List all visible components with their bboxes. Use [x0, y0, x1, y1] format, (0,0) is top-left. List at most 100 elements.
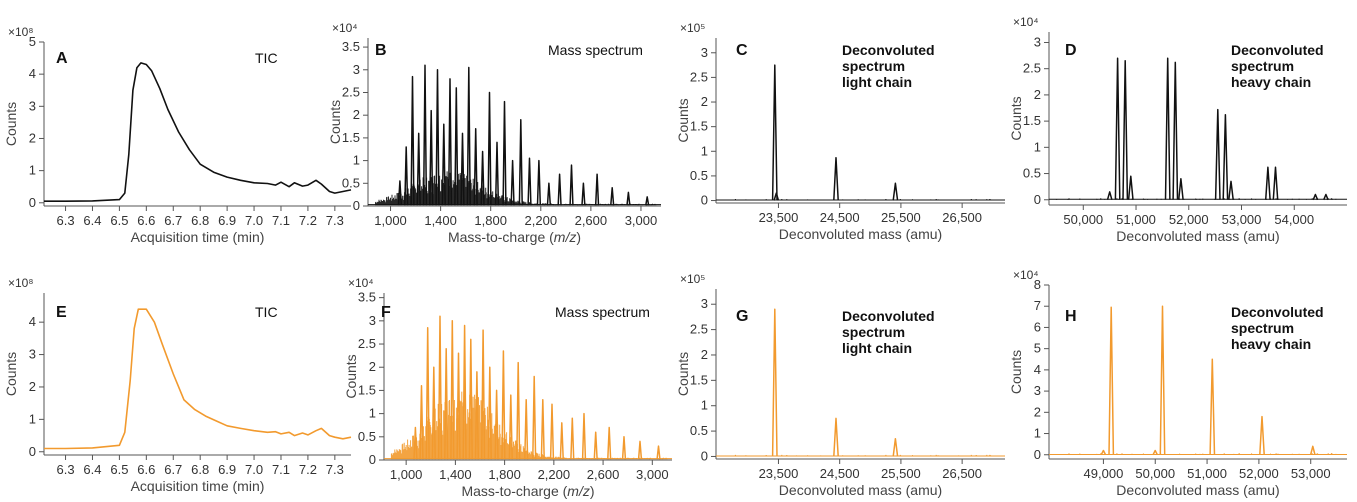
y-tick-label: 0.5 — [342, 175, 360, 190]
panel-f: 0 0.5 1 1.5 2 2.5 3 3.5 1,000 1,400 1,800 2,200 2,60… — [343, 276, 672, 499]
peak — [425, 327, 430, 460]
peak — [1272, 166, 1279, 200]
y-tick-label: 1 — [353, 153, 360, 168]
y-tick-label: 4 — [29, 314, 36, 329]
y-tick-label: 4 — [1034, 362, 1041, 377]
peak — [410, 75, 415, 206]
x-tick-label: 25,500 — [881, 210, 921, 225]
peak — [524, 398, 529, 460]
peak — [532, 375, 537, 460]
y-tick-label: 1.5 — [1023, 113, 1041, 128]
peak — [518, 118, 523, 206]
peak — [833, 156, 839, 201]
x-tick-label: 6.8 — [191, 213, 209, 228]
panel-h: 0 1 2 3 4 5 6 7 8 49,000 50,000 51,000 52,000 53,000 ×… — [1008, 268, 1347, 498]
peak — [429, 109, 434, 206]
peak — [501, 350, 506, 460]
panel-title: TIC — [255, 50, 278, 66]
y-tick-label: 1.5 — [690, 119, 708, 134]
x-tick-label: 6.3 — [57, 462, 75, 477]
y-tick-label: 5 — [29, 34, 36, 49]
x-tick-label: 53,000 — [1291, 466, 1331, 481]
panel-letter: G — [736, 308, 748, 325]
peak — [557, 173, 562, 206]
peak — [460, 132, 465, 206]
peak — [435, 69, 440, 206]
peak — [771, 308, 778, 457]
peak — [502, 100, 507, 206]
y-tick-label: 1 — [29, 411, 36, 426]
x-tick-label: 1,400 — [424, 213, 457, 228]
y-tick-label: 3 — [1034, 383, 1041, 398]
peak — [645, 196, 650, 206]
y-tick-label: 2 — [29, 379, 36, 394]
panel-d: 0 0.5 1 1.5 2 2.5 3 50,000 51,000 52,000 53,000 54,… — [1008, 15, 1347, 244]
y-multiplier: ×10⁸ — [8, 276, 33, 290]
panel-letter: C — [736, 42, 748, 59]
panel-title: TIC — [255, 304, 278, 320]
peak — [892, 437, 899, 457]
peak — [1122, 60, 1129, 200]
y-tick-label: 2.5 — [690, 69, 708, 84]
noise-trace — [722, 454, 995, 457]
y-tick-label: 0 — [369, 452, 376, 467]
peak — [1108, 306, 1115, 455]
y-tick-label: 0.5 — [690, 168, 708, 183]
x-tick-label: 2,200 — [525, 213, 558, 228]
peak — [1323, 193, 1329, 201]
y-tick-label: 4 — [29, 66, 36, 81]
peak — [1264, 166, 1271, 200]
y-multiplier: ×10⁵ — [680, 21, 705, 35]
panel-b: 0 0.5 1 1.5 2 2.5 3 3.5 1,000 1,400 1,800 2,200 2,60… — [327, 21, 661, 245]
peak — [771, 64, 778, 201]
y-tick-label: 0 — [1034, 447, 1041, 462]
y-tick-label: 0 — [29, 195, 36, 210]
x-tick-label: 24,500 — [820, 210, 860, 225]
y-tick-label: 1.5 — [358, 382, 376, 397]
peak — [1159, 305, 1166, 455]
x-axis-label: Deconvoluted mass (amu) — [779, 226, 942, 242]
peak — [549, 403, 555, 460]
peak — [1214, 108, 1221, 200]
peak — [494, 141, 500, 206]
y-tick-label: 2 — [701, 347, 708, 362]
x-tick-label: 6.8 — [191, 462, 209, 477]
y-multiplier: ×10⁴ — [348, 276, 374, 290]
peak — [536, 159, 542, 206]
y-tick-label: 2 — [1034, 87, 1041, 102]
y-tick-label: 0.5 — [690, 423, 708, 438]
x-tick-label: 50,000 — [1135, 466, 1175, 481]
y-tick-label: 1 — [369, 406, 376, 421]
x-tick-label: 1,000 — [374, 213, 407, 228]
x-tick-label: 1,800 — [474, 213, 507, 228]
peak — [1164, 57, 1171, 200]
y-tick-label: 2 — [29, 130, 36, 145]
peak — [594, 173, 600, 206]
peak — [773, 192, 780, 201]
x-tick-label: 7.3 — [326, 213, 344, 228]
x-tick-label: 6.9 — [218, 462, 236, 477]
x-tick-label: 3,000 — [625, 213, 658, 228]
x-tick-label: 7.2 — [299, 462, 317, 477]
peak — [581, 412, 587, 460]
x-tick-label: 6.5 — [110, 213, 128, 228]
x-tick-label: 6.9 — [218, 213, 236, 228]
peak — [527, 157, 532, 206]
y-multiplier: ×10⁴ — [1013, 15, 1039, 29]
y-tick-label: 2.5 — [1023, 61, 1041, 76]
panel-g: 0 0.5 1 1.5 2 2.5 3 23,500 24,500 25,500 26,500 ×10… — [675, 272, 1005, 498]
x-axis-label-text: Mass-to-charge — [461, 483, 558, 499]
y-tick-label: 3 — [353, 62, 360, 77]
panel-title-line: spectrum — [842, 58, 905, 74]
x-tick-label: 1,000 — [390, 467, 423, 482]
y-multiplier: ×10⁵ — [680, 272, 705, 286]
y-tick-label: 2.5 — [342, 84, 360, 99]
y-axis-label: Counts — [343, 354, 359, 398]
peak — [656, 445, 661, 460]
peak — [419, 385, 424, 460]
peak — [516, 361, 521, 460]
x-tick-label: 24,500 — [820, 466, 860, 481]
peak — [833, 417, 839, 457]
peak — [540, 398, 545, 460]
peak — [441, 123, 446, 206]
